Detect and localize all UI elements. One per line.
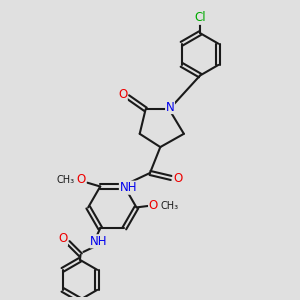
Text: O: O — [58, 232, 68, 245]
Text: NH: NH — [90, 235, 107, 248]
Text: NH: NH — [119, 181, 137, 194]
Text: CH₃: CH₃ — [160, 201, 178, 211]
Text: Cl: Cl — [194, 11, 206, 24]
Text: CH₃: CH₃ — [57, 175, 75, 185]
Text: O: O — [148, 200, 158, 212]
Text: O: O — [77, 173, 86, 186]
Text: N: N — [166, 100, 174, 113]
Text: O: O — [173, 172, 182, 185]
Text: O: O — [118, 88, 127, 101]
